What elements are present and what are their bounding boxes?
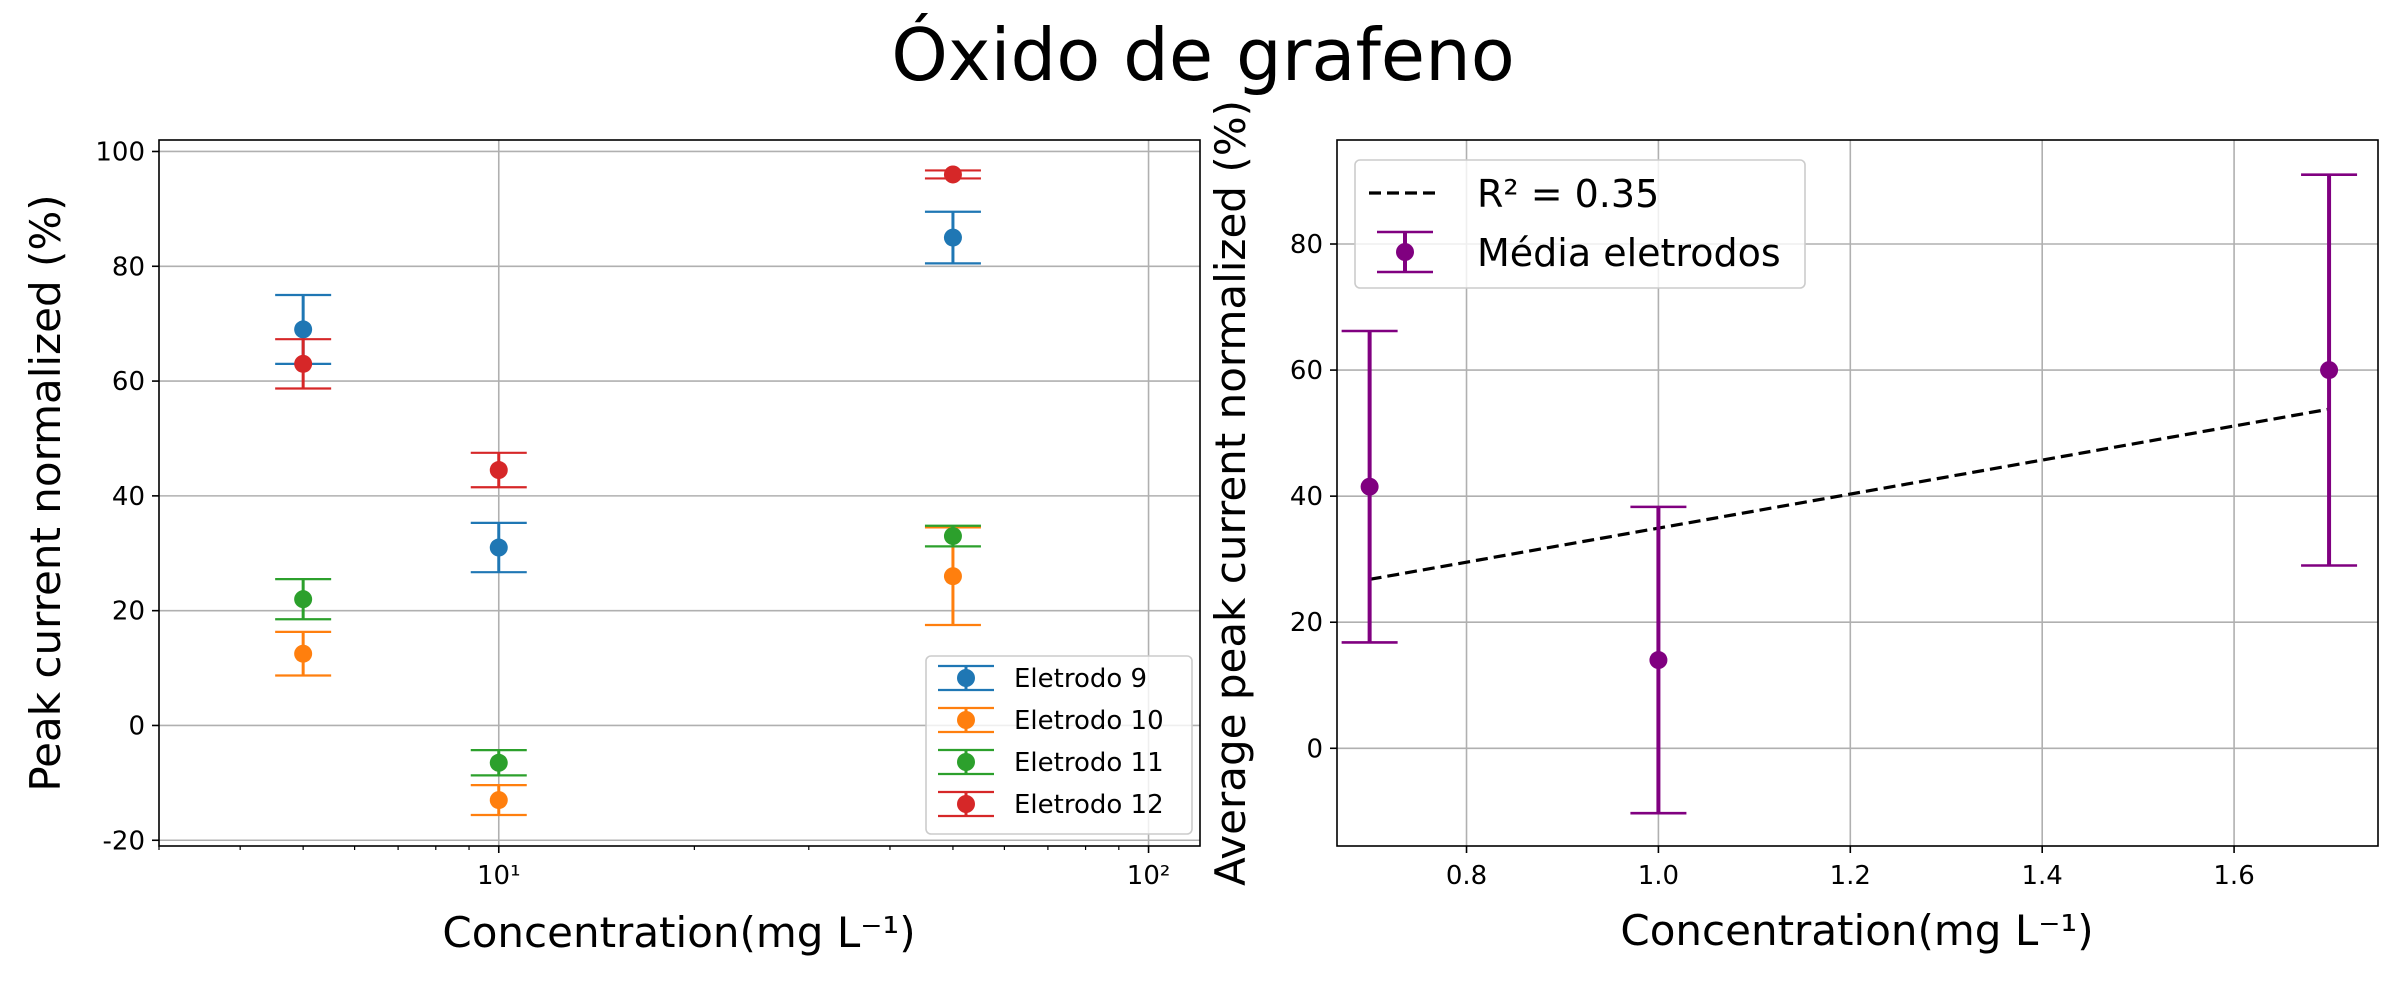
right-x-tick-label: 1.0 — [1638, 861, 1679, 891]
figure-title: Óxido de grafeno — [891, 13, 1515, 97]
left-data-point — [943, 165, 962, 184]
right-legend-marker — [1396, 243, 1414, 261]
left-grid — [159, 140, 1200, 846]
left-legend-label: Eletrodo 9 — [1014, 664, 1147, 694]
right-x-tick-label: 1.4 — [2022, 861, 2063, 891]
left-legend-marker — [957, 795, 975, 813]
right-x-tick-label: 1.2 — [1830, 861, 1871, 891]
left-legend-label: Eletrodo 12 — [1014, 790, 1164, 820]
left-y-axis-label: Peak current normalized (%) — [21, 194, 70, 791]
left-data-point — [294, 590, 313, 609]
left-legend-label: Eletrodo 11 — [1014, 748, 1164, 778]
left-data-point — [294, 320, 313, 339]
left-x-tick-label: 10¹ — [477, 861, 521, 891]
right-x-tick-label: 0.8 — [1446, 861, 1487, 891]
left-y-tick-label: -20 — [103, 826, 145, 856]
right-y-tick-label: 0 — [1306, 734, 1323, 764]
left-plot-frame — [158, 139, 1201, 847]
right-ticks: 0 20 40 60 80 0.8 1.0 1.2 1.4 1.6 — [1290, 230, 2255, 891]
left-legend: Eletrodo 9 Eletrodo 10 Eletrodo 11 Eletrodo… — [925, 655, 1193, 835]
left-y-tick-label: 80 — [112, 252, 145, 282]
left-data-point — [489, 791, 508, 810]
left-data-point — [489, 538, 508, 557]
right-fit-layer — [1369, 407, 2330, 581]
right-legend-box — [1354, 159, 1806, 289]
left-y-tick-label: 60 — [112, 367, 145, 397]
left-legend-marker — [957, 669, 975, 687]
left-y-tick-label: 20 — [112, 597, 145, 627]
left-data-point — [489, 461, 508, 480]
left-legend-marker — [957, 753, 975, 771]
left-x-tick-label: 10² — [1127, 861, 1171, 891]
right-y-tick-label: 60 — [1290, 356, 1323, 386]
right-legend-label: Média eletrodos — [1477, 231, 1781, 275]
right-data-marks — [1341, 173, 2358, 815]
right-data-point — [1649, 651, 1668, 670]
left-data-point — [489, 753, 508, 772]
right-legend: R² = 0.35 Média eletrodos — [1354, 159, 1806, 289]
right-data-point — [2320, 361, 2339, 380]
left-data-point — [943, 527, 962, 546]
right-y-tick-label: 80 — [1290, 230, 1323, 260]
left-ticks: -20 0 20 40 60 80 100 10¹ 10² — [95, 137, 1170, 891]
left-legend-box — [925, 655, 1193, 835]
right-y-axis-label: Average peak current normalized (%) — [1206, 100, 1255, 886]
right-x-axis-label: Concentration(mg L⁻¹) — [1620, 906, 2093, 955]
right-legend-fit-label: R² = 0.35 — [1477, 172, 1659, 216]
right-y-tick-label: 20 — [1290, 608, 1323, 638]
left-legend-marker — [957, 711, 975, 729]
left-y-tick-label: 100 — [95, 137, 145, 167]
left-data-point — [294, 644, 313, 663]
left-data-point — [294, 354, 313, 373]
left-data-marks — [275, 165, 981, 817]
right-x-tick-label: 1.6 — [2213, 861, 2254, 891]
left-legend-label: Eletrodo 10 — [1014, 706, 1164, 736]
right-data-point — [1360, 477, 1379, 496]
left-y-tick-label: 0 — [128, 711, 145, 741]
right-y-tick-label: 40 — [1290, 482, 1323, 512]
right-plot-frame — [1336, 139, 2379, 847]
chart-right: 0 20 40 60 80 0.8 1.0 1.2 1.4 1.6 Concentration(m… — [1206, 100, 2379, 955]
chart-left: -20 0 20 40 60 80 100 10¹ 10² Concentration(mg L… — [21, 137, 1201, 957]
left-data-point — [943, 228, 962, 247]
right-fit-line — [1369, 407, 2330, 581]
left-y-tick-label: 40 — [112, 482, 145, 512]
left-x-axis-label: Concentration(mg L⁻¹) — [442, 908, 915, 957]
left-data-point — [943, 567, 962, 586]
